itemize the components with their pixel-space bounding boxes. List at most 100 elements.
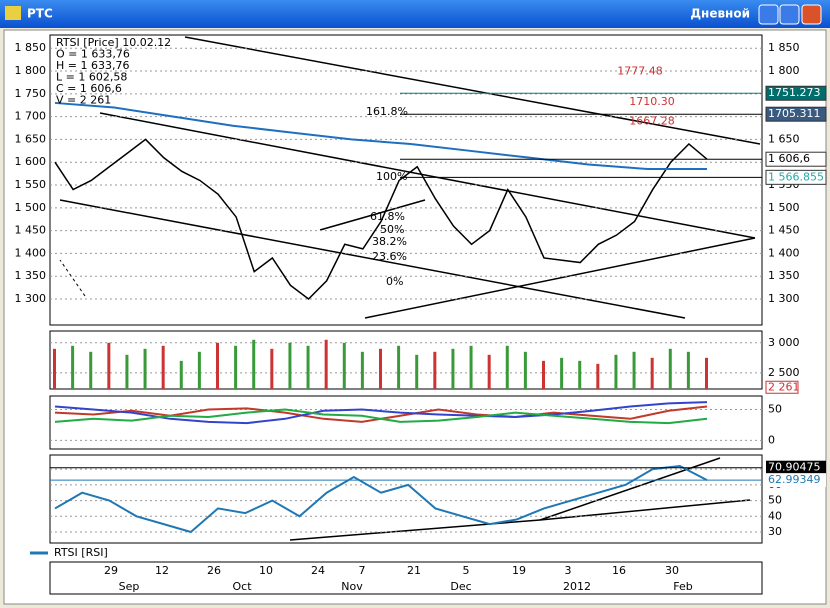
- y-tick-label: 2 500: [768, 366, 800, 379]
- y-tick-label: 1 300: [15, 292, 47, 305]
- day-label: 26: [207, 564, 221, 577]
- day-label: 30: [665, 564, 679, 577]
- info-line: V = 2 261: [56, 94, 111, 107]
- day-label: 3: [565, 564, 572, 577]
- volume-bar: [288, 342, 292, 389]
- volume-bar: [596, 363, 600, 389]
- day-label: 24: [311, 564, 325, 577]
- month-label: Sep: [119, 580, 140, 593]
- volume-bar: [668, 348, 672, 389]
- volume-bar: [216, 342, 219, 389]
- fib-label: 100%: [376, 170, 407, 183]
- series-line: [54, 101, 707, 171]
- fib-label: 61.8%: [370, 210, 405, 223]
- y-tick-label: 1 850: [768, 41, 800, 54]
- month-label: 2012: [563, 580, 591, 593]
- y-tick-label: 1 400: [768, 246, 800, 259]
- close-button[interactable]: [801, 4, 822, 25]
- y-tick-label: 1 350: [768, 269, 800, 282]
- volume-bar: [234, 345, 238, 389]
- minimize-button[interactable]: [758, 4, 779, 25]
- volume-bar: [143, 348, 147, 389]
- volume-bar: [505, 345, 509, 389]
- price-box: [765, 169, 827, 185]
- y-tick-label: 50: [768, 403, 782, 416]
- y-tick-label: 1 450: [768, 224, 800, 237]
- volume-bar: [542, 360, 545, 389]
- price-label: 1705.311: [768, 107, 821, 120]
- month-label: Dec: [450, 580, 471, 593]
- trend-lines: [59, 36, 761, 541]
- month-label: Nov: [341, 580, 363, 593]
- volume-bar: [614, 354, 618, 389]
- value-box: [766, 473, 826, 488]
- volume-bar: [252, 339, 256, 389]
- panels: [49, 34, 763, 595]
- y-tick-label: 1 450: [15, 224, 47, 237]
- rsi-panel: [49, 454, 763, 544]
- volume-bar: [89, 351, 93, 389]
- value-box: [765, 380, 799, 394]
- volume-bar: [270, 348, 274, 389]
- info-line: H = 1 633,76: [56, 59, 129, 72]
- date-axis: [49, 561, 763, 595]
- oscillator-panel: [49, 395, 763, 450]
- day-label: 12: [155, 564, 169, 577]
- volume-bar: [71, 345, 75, 389]
- target-label: 1667.28: [629, 115, 675, 128]
- volume-bar: [379, 348, 382, 389]
- day-label: 29: [104, 564, 118, 577]
- volume-bar: [397, 345, 401, 389]
- fib-label: 50%: [380, 223, 404, 236]
- volume-bar: [107, 342, 111, 389]
- y-tick-label: 0: [768, 433, 775, 446]
- price-box: [765, 85, 827, 101]
- app-icon: [5, 6, 21, 20]
- series-line: [54, 464, 708, 534]
- day-label: 5: [463, 564, 470, 577]
- volume-bar: [523, 351, 527, 389]
- info-line: RTSI [Price] 10.02.12: [56, 36, 171, 49]
- price-box: [765, 106, 827, 122]
- timeframe: Дневной: [690, 7, 750, 21]
- value-label: 70.90475: [768, 461, 821, 474]
- dashed-line: [59, 259, 86, 297]
- volume-bar: [161, 345, 165, 389]
- month-label: Oct: [232, 580, 252, 593]
- volume-bar: [686, 351, 690, 389]
- fib-label: 23.6%: [372, 250, 407, 263]
- series-line: [54, 138, 708, 301]
- y-tick-label: 30: [768, 525, 782, 538]
- volume-bar: [197, 351, 201, 389]
- y-tick-label: 1 500: [15, 201, 47, 214]
- volume-bar: [324, 339, 328, 389]
- day-label: 19: [512, 564, 526, 577]
- fib-label: 161.8%: [366, 105, 408, 118]
- volume-bar: [578, 360, 582, 389]
- volume-bar: [415, 354, 419, 389]
- y-tick-label: 1 400: [15, 246, 47, 259]
- volume-bar: [487, 354, 491, 389]
- info-line: C = 1 606,6: [56, 82, 122, 95]
- y-tick-label: 1 750: [15, 87, 47, 100]
- maximize-button[interactable]: [779, 4, 800, 25]
- price-label: 1 606,6: [768, 152, 810, 165]
- y-tick-label: 1 300: [768, 292, 800, 305]
- day-label: 10: [259, 564, 273, 577]
- series-line: [54, 401, 708, 425]
- day-label: 16: [612, 564, 626, 577]
- value-label: 62.99349: [768, 473, 821, 486]
- series-line: [54, 408, 708, 425]
- price-label: 1 566.855: [768, 170, 824, 183]
- y-tick-label: 1 800: [768, 64, 800, 77]
- title-bar: [0, 0, 830, 28]
- y-tick-label: 1 500: [768, 201, 800, 214]
- volume-panel: [49, 330, 763, 390]
- volume-bar: [125, 354, 129, 389]
- window-title: РТС: [27, 7, 53, 21]
- chart-area: [3, 29, 827, 605]
- target-label: 1710.30: [629, 95, 675, 108]
- y-tick-label: 1 350: [15, 269, 47, 282]
- info-line: L = 1 602,58: [56, 71, 127, 84]
- y-tick-label: 1 550: [15, 178, 47, 191]
